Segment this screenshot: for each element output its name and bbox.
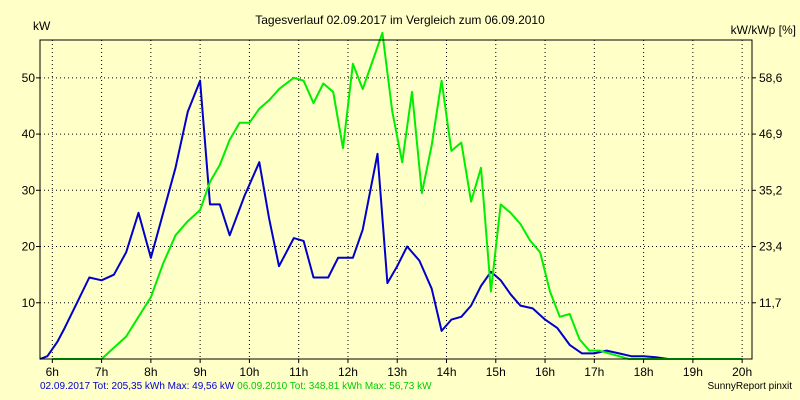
x-tick-label: 18h bbox=[634, 365, 654, 379]
series-lines bbox=[39, 31, 743, 360]
left-tick-label: 50 bbox=[22, 71, 36, 85]
series-line-1 bbox=[39, 79, 743, 360]
brand-label: SunnyReport pinxit bbox=[707, 381, 793, 392]
right-axis-label: kW/kWp [%] bbox=[731, 23, 796, 37]
gridlines bbox=[40, 40, 752, 359]
x-tick-label: 12h bbox=[338, 365, 358, 379]
x-tick-label: 7h bbox=[95, 365, 108, 379]
right-tick-label: 46,9 bbox=[759, 127, 783, 141]
left-tick-label: 40 bbox=[22, 127, 36, 141]
left-tick-label: 20 bbox=[22, 240, 36, 254]
x-tick-label: 13h bbox=[387, 365, 407, 379]
axis-ticks: 10 11,7 20 23,4 30 35,2 40 46,9 50 58,6 6h 7h 8h 9h 10… bbox=[22, 71, 783, 379]
x-tick-label: 19h bbox=[683, 365, 703, 379]
left-tick-label: 30 bbox=[22, 183, 36, 197]
x-tick-label: 16h bbox=[535, 365, 555, 379]
x-tick-label: 17h bbox=[584, 365, 604, 379]
plot-frame bbox=[39, 39, 753, 360]
right-tick-label: 58,6 bbox=[759, 71, 783, 85]
x-tick-label: 9h bbox=[193, 365, 206, 379]
left-axis-label: kW bbox=[33, 19, 51, 33]
right-tick-label: 23,4 bbox=[759, 240, 783, 254]
x-tick-label: 8h bbox=[144, 365, 157, 379]
x-tick-label: 15h bbox=[486, 365, 506, 379]
series1-summary: 02.09.2017 Tot: 205,35 kWh Max: 49,56 kW bbox=[40, 381, 235, 392]
x-tick-label: 14h bbox=[436, 365, 456, 379]
right-tick-label: 11,7 bbox=[759, 296, 782, 310]
x-tick-label: 11h bbox=[289, 365, 308, 379]
chart-title: Tagesverlauf 02.09.2017 im Vergleich zum… bbox=[255, 13, 545, 27]
series2-summary: 06.09.2010 Tot: 348,81 kWh Max: 56,73 kW bbox=[237, 381, 432, 392]
left-tick-label: 10 bbox=[22, 296, 36, 310]
footer-summary: 02.09.2017 Tot: 205,35 kWh Max: 49,56 kW… bbox=[40, 381, 432, 392]
right-tick-label: 35,2 bbox=[759, 183, 783, 197]
footer: 02.09.2017 Tot: 205,35 kWh Max: 49,56 kW… bbox=[0, 381, 800, 397]
x-tick-label: 6h bbox=[46, 365, 59, 379]
series-line-2 bbox=[52, 31, 743, 360]
x-tick-label: 10h bbox=[239, 365, 259, 379]
x-tick-label: 20h bbox=[732, 365, 752, 379]
